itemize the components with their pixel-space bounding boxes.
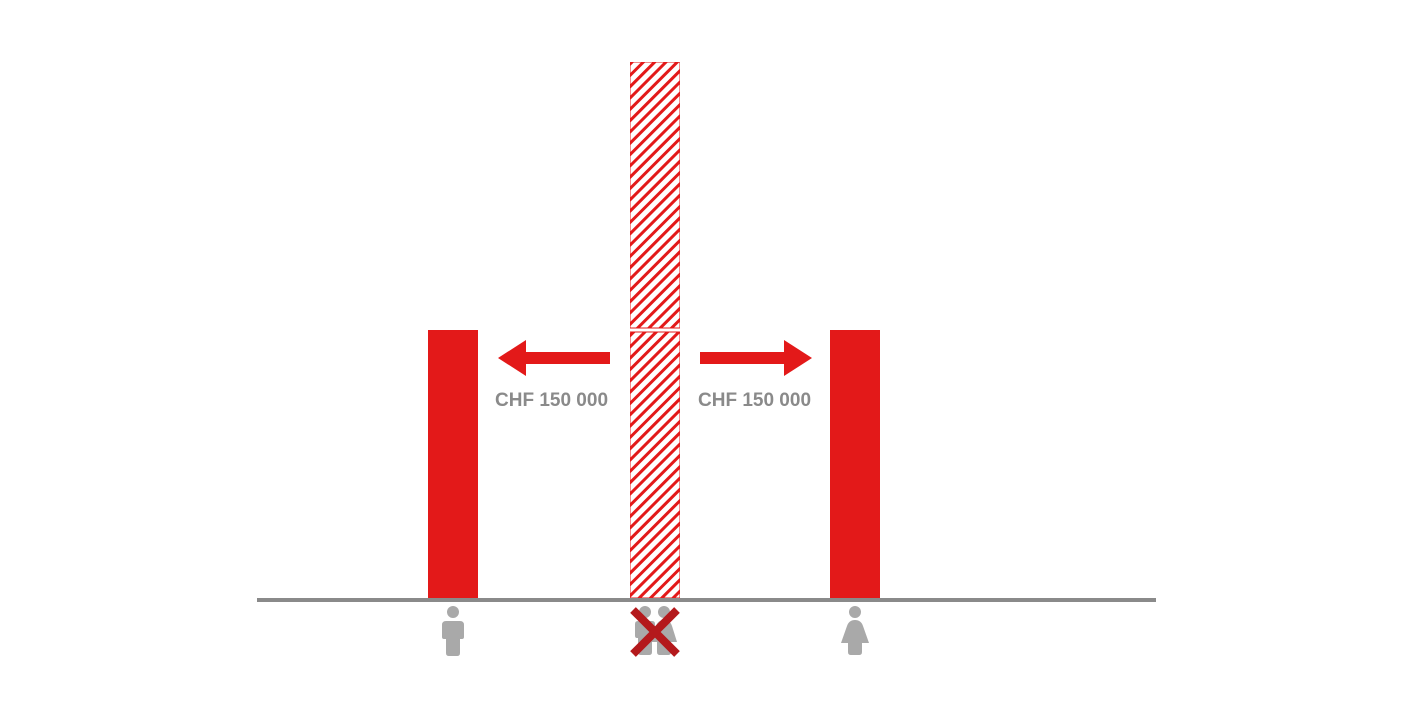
bar-center-svg [630,62,680,598]
bar-left [428,330,478,598]
bar-right [830,330,880,598]
amount-label-left: CHF 150 000 [495,390,608,412]
arrow-right [700,340,812,376]
amount-label-right: CHF 150 000 [698,390,811,412]
person-male-icon [440,606,466,656]
person-female-icon [841,606,869,656]
arrow-left [498,340,610,376]
bar-center [630,62,680,598]
cross-out-icon [627,604,683,660]
diagram-stage: CHF 150 000 CHF 150 000 [0,0,1420,710]
arrow-left-svg [498,340,610,376]
arrow-right-svg [700,340,812,376]
baseline [257,598,1156,602]
